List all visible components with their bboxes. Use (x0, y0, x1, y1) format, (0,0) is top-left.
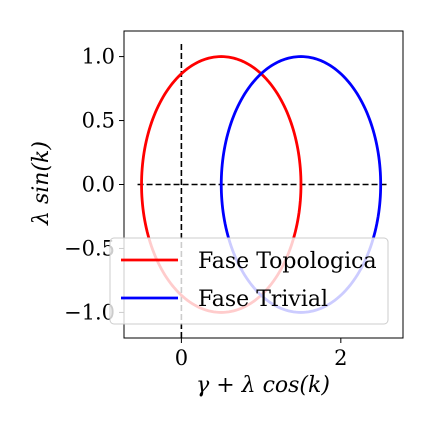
x-axis-label: γ + λ cos(k) (196, 373, 330, 398)
x-tick-label: 0 (175, 346, 188, 370)
y-tick-label: 0.0 (82, 173, 115, 197)
y-tick-label: −1.0 (64, 300, 115, 324)
y-axis-label: λ sin(k) (29, 141, 54, 226)
legend: Fase Topologica Fase Trivial (109, 237, 389, 325)
legend-box (109, 237, 389, 325)
y-tick-label: 1.0 (82, 45, 115, 69)
legend-label-1: Fase Topologica (198, 249, 377, 274)
y-tick-label: −0.5 (64, 236, 115, 260)
y-tick-label: 0.5 (82, 109, 115, 133)
x-tick-label: 2 (334, 346, 347, 370)
legend-label-2: Fase Trivial (198, 287, 328, 312)
